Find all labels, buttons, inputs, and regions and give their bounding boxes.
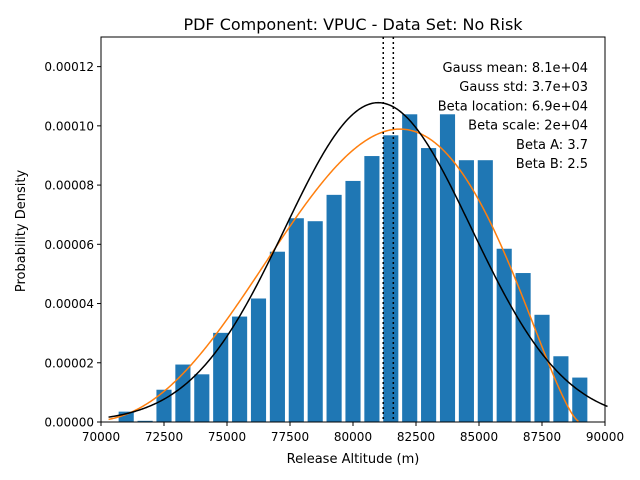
x-tick-label: 85000 [460, 430, 498, 444]
histogram-bar [118, 411, 134, 422]
histogram-bar [156, 389, 172, 422]
histogram-bar [402, 114, 418, 423]
x-tick-label: 75000 [208, 430, 246, 444]
x-axis-label: Release Altitude (m) [287, 452, 420, 467]
histogram-bar [326, 194, 342, 422]
gauss-fit-curve [108, 101, 608, 418]
histogram-bar [383, 135, 399, 423]
y-axis-label: Probability Density [14, 170, 29, 293]
x-tick-label: 80000 [334, 430, 372, 444]
beta-fit-curve [108, 128, 580, 423]
annotation-text: Beta A: 3.7 [516, 138, 588, 153]
histogram-bar [534, 314, 550, 422]
y-tick-label: 0.00010 [44, 119, 94, 133]
fit-curves [108, 101, 608, 423]
histogram-bar [421, 148, 437, 423]
x-tick-label: 72500 [145, 430, 183, 444]
y-tick-label: 0.00006 [44, 238, 94, 252]
annotation-text: Beta scale: 2e+04 [468, 119, 588, 134]
y-tick-label: 0.00012 [44, 60, 94, 74]
mean-markers [382, 37, 395, 422]
histogram-bar [137, 420, 153, 422]
x-tick-label: 87500 [523, 430, 561, 444]
x-axis-ticks: 70000 72500 75000 77500 80000 82500 85000 87500… [82, 422, 624, 444]
histogram-bar [232, 316, 248, 422]
histogram-bar [307, 221, 323, 422]
x-tick-label: 82500 [397, 430, 435, 444]
histogram-bar [496, 248, 512, 422]
histogram-bar [515, 273, 531, 422]
x-tick-label: 70000 [82, 430, 120, 444]
histogram-bar [269, 251, 285, 422]
histogram-bar [345, 180, 361, 422]
annotation-text: Gauss std: 3.7e+03 [459, 80, 588, 95]
histogram-bar [175, 364, 191, 422]
annotation-box: Gauss mean: 8.1e+04 Gauss std: 3.7e+03 Bet… [438, 61, 588, 172]
annotation-text: Beta location: 6.9e+04 [438, 99, 588, 114]
histogram-bar [288, 218, 304, 422]
histogram-bar [458, 160, 474, 422]
y-tick-label: 0.00000 [44, 416, 94, 430]
histogram-bars [118, 114, 588, 423]
histogram-bar [439, 114, 456, 423]
histogram-bar [477, 160, 493, 422]
histogram-bar [213, 332, 229, 422]
x-tick-label: 77500 [271, 430, 309, 444]
y-axis-ticks: 0.00000 0.00002 0.00004 0.00006 0.00008 0.000… [44, 60, 101, 430]
y-tick-label: 0.00002 [44, 356, 94, 370]
histogram-bar [572, 377, 588, 422]
histogram-bar [250, 298, 267, 422]
histogram-bar [553, 356, 569, 422]
histogram-bar [364, 156, 380, 423]
x-tick-label: 90000 [586, 430, 624, 444]
y-tick-label: 0.00004 [44, 297, 94, 311]
chart-title: PDF Component: VPUC - Data Set: No Risk [183, 15, 523, 34]
annotation-text: Gauss mean: 8.1e+04 [443, 61, 588, 76]
histogram-bar [194, 374, 210, 422]
annotation-text: Beta B: 2.5 [516, 157, 588, 172]
y-tick-label: 0.00008 [44, 179, 94, 193]
